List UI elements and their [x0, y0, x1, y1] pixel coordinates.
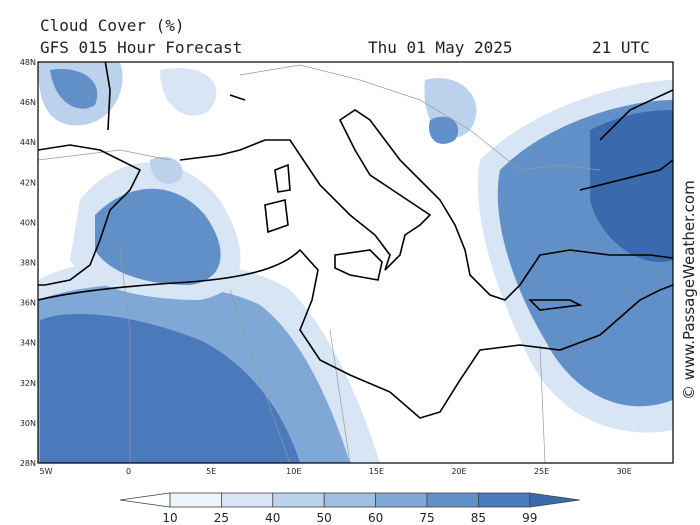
lat-label: 28N	[20, 459, 36, 468]
lon-label: 30E	[617, 467, 632, 476]
lat-label: 42N	[20, 178, 36, 187]
lat-label: 34N	[20, 339, 36, 348]
colorbar-segment	[477, 492, 531, 508]
colorbar-segment	[272, 492, 325, 508]
colorbar-label: 10	[162, 511, 177, 525]
coastlines	[38, 62, 673, 419]
map	[38, 62, 673, 463]
colorbar-label: 40	[265, 511, 280, 525]
colorbar-segment	[323, 492, 377, 508]
colorbar-low	[119, 492, 171, 508]
lon-label: 20E	[451, 467, 466, 476]
date: Thu 01 May 2025	[368, 38, 513, 57]
lat-label: 38N	[20, 259, 36, 268]
colorbar-segment	[426, 492, 479, 508]
colorbar-segment	[169, 492, 222, 508]
colorbar-high	[529, 492, 580, 508]
colorbar-label: 99	[522, 511, 537, 525]
colorbar-label: 60	[368, 511, 383, 525]
colorbar-segment	[375, 492, 428, 508]
lat-label: 36N	[20, 299, 36, 308]
lon-label: 0	[126, 467, 131, 476]
lat-label: 46N	[20, 98, 36, 107]
title: Cloud Cover (%)	[40, 16, 185, 35]
lat-label: 30N	[20, 419, 36, 428]
borders	[38, 64, 601, 463]
lat-label: 44N	[20, 138, 36, 147]
colorbar-label: 85	[471, 511, 486, 525]
colorbar-label: 25	[214, 511, 229, 525]
lon-label: 15E	[369, 467, 384, 476]
subtitle: GFS 015 Hour Forecast	[40, 38, 242, 57]
map-frame	[37, 61, 674, 464]
lat-label: 48N	[20, 58, 36, 67]
colorbar-label: 50	[317, 511, 332, 525]
colorbar-label: 75	[419, 511, 434, 525]
clouds	[38, 62, 673, 463]
lat-label: 40N	[20, 218, 36, 227]
lon-label: 5W	[40, 467, 53, 476]
lon-label: 25E	[534, 467, 549, 476]
colorbar-segment	[220, 492, 274, 508]
credit: © www.PassageWeather.com	[680, 180, 698, 400]
lon-label: 5E	[206, 467, 216, 476]
lat-label: 32N	[20, 379, 36, 388]
time: 21 UTC	[592, 38, 650, 57]
lon-label: 10E	[286, 467, 301, 476]
